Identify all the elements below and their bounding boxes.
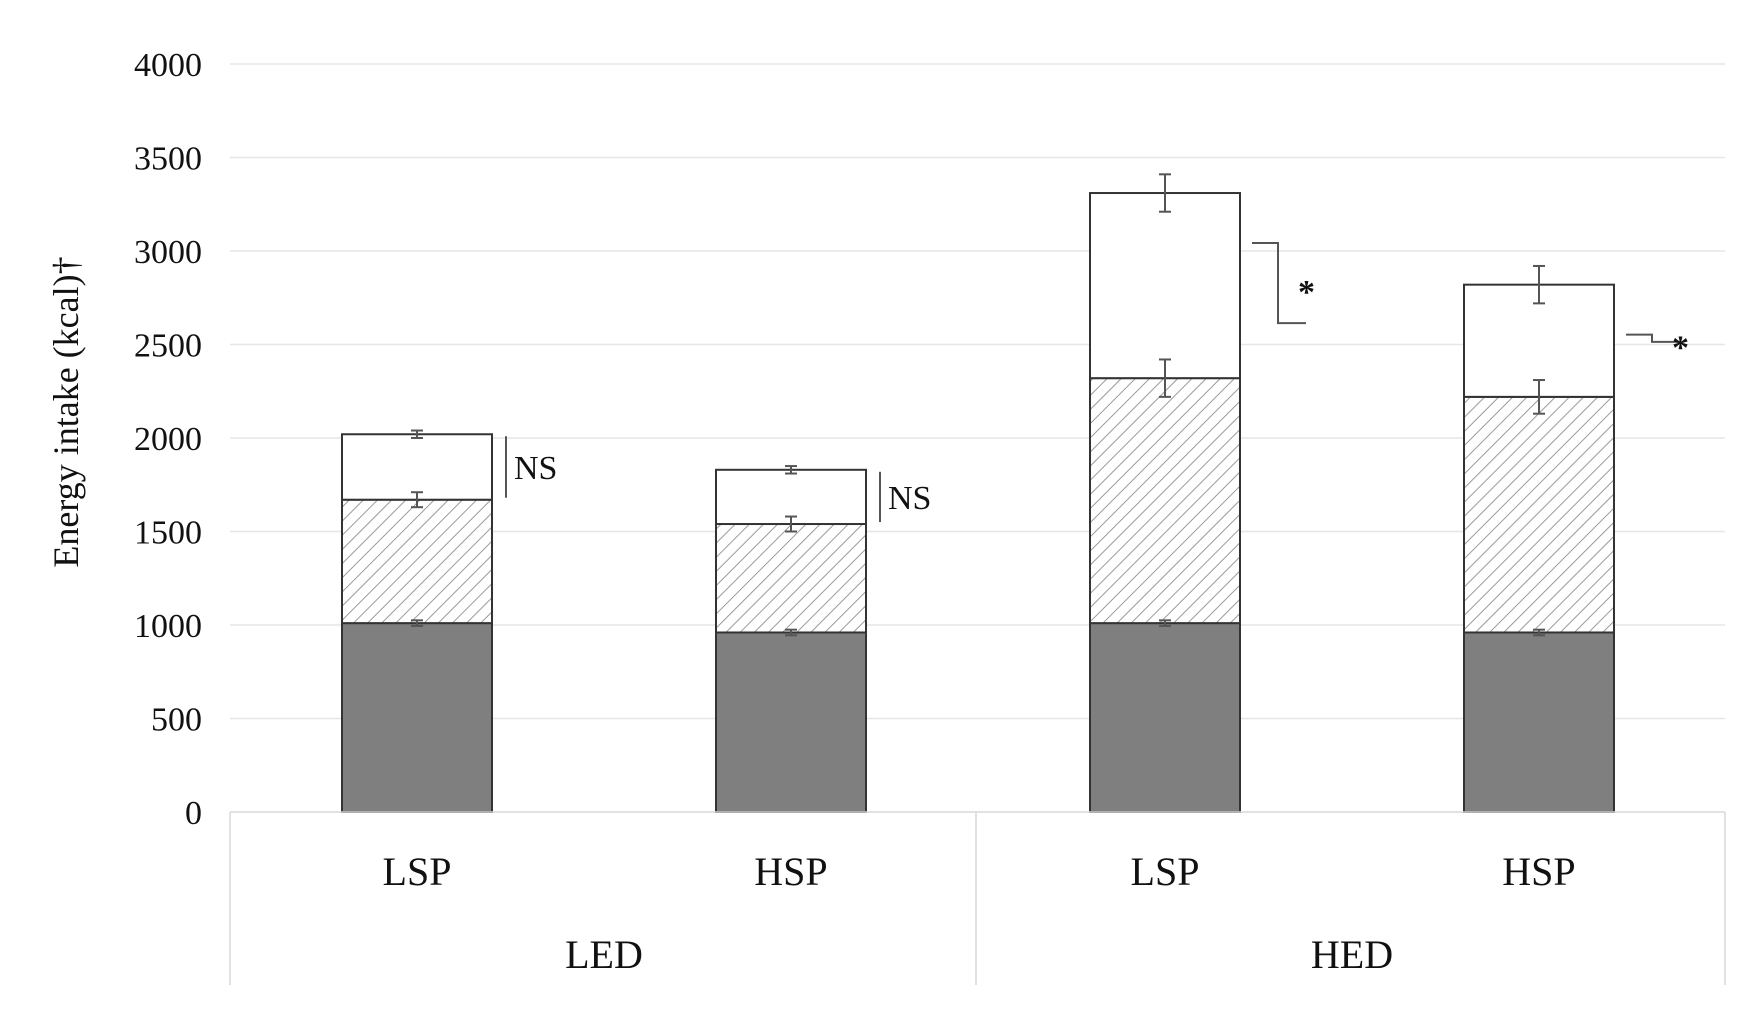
y-axis-ticks: 0 500 1000 1500 2000 2500 3000 3500 4000 <box>134 47 202 832</box>
y-tick-label: 2000 <box>134 421 202 458</box>
bar-segment <box>1089 192 1241 380</box>
x-tick-label: HSP <box>1502 849 1575 894</box>
y-tick-label: 500 <box>151 702 202 739</box>
bar-segment <box>1463 631 1615 813</box>
error-bars <box>411 173 1545 637</box>
y-tick-label: 1000 <box>134 608 202 645</box>
y-axis-title: Energy intake (kcal)† <box>46 256 86 567</box>
x-axis: LSP HSP LSP HSP LED HED <box>229 811 1726 985</box>
bar-segment <box>1089 377 1241 625</box>
y-tick-label: 4000 <box>134 47 202 84</box>
ns-label: NS <box>514 450 557 487</box>
annotations: NS NS * * <box>505 242 1689 523</box>
bar-segment <box>341 622 493 813</box>
significance-bracket <box>1252 242 1306 325</box>
bar-segment <box>715 631 867 813</box>
bars <box>341 192 1615 813</box>
significance-bracket <box>1626 333 1680 343</box>
ns-label: NS <box>888 480 931 517</box>
y-tick-label: 2500 <box>134 328 202 365</box>
x-tick-label: LSP <box>1131 849 1200 894</box>
bar-segment <box>341 498 493 625</box>
significance-star: * <box>1298 274 1315 311</box>
bar-segment <box>715 523 867 634</box>
bar-segment <box>1463 395 1615 634</box>
y-tick-label: 0 <box>185 795 202 832</box>
significance-star: * <box>1672 329 1689 366</box>
group-label: LED <box>565 932 643 977</box>
x-tick-label: HSP <box>754 849 827 894</box>
y-tick-label: 3000 <box>134 234 202 271</box>
x-tick-label: LSP <box>383 849 452 894</box>
y-tick-label: 3500 <box>134 141 202 178</box>
y-tick-label: 1500 <box>134 515 202 552</box>
bar-segment <box>341 433 493 501</box>
group-label: HED <box>1311 932 1393 977</box>
bar-segment <box>1089 622 1241 813</box>
